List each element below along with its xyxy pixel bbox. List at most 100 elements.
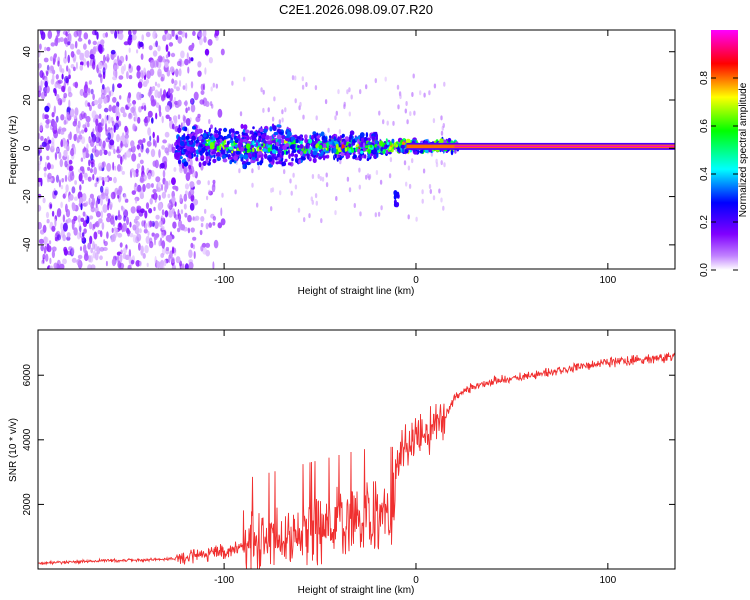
heat-cell <box>362 147 366 152</box>
heat-cell <box>74 40 78 49</box>
heat-cell <box>159 263 163 269</box>
heat-cell <box>188 249 193 258</box>
heat-cell <box>112 83 115 93</box>
heat-cell <box>182 226 188 232</box>
heat-cell <box>194 128 200 135</box>
heat-cell <box>127 92 132 99</box>
heat-cell <box>252 126 255 130</box>
heat-cell <box>338 147 341 153</box>
heat-cell <box>435 158 438 164</box>
heat-cell <box>158 194 161 201</box>
heat-cell <box>104 114 108 124</box>
heat-cell <box>368 174 372 179</box>
heat-cell <box>374 212 377 218</box>
heat-cell <box>180 50 185 59</box>
colorbar: 0.0 0.2 0.4 0.6 0.8 Normalized spectral ampl… <box>699 30 749 277</box>
heat-cell <box>182 263 185 269</box>
heat-cell <box>179 224 183 231</box>
heat-cell <box>355 136 358 142</box>
heat-cell <box>117 222 123 231</box>
heat-cell <box>199 99 205 105</box>
heat-cell <box>38 221 42 230</box>
heat-cell <box>118 32 124 41</box>
heat-cell <box>204 48 210 56</box>
heat-cell <box>239 111 243 117</box>
heat-cell <box>151 170 155 177</box>
heat-cell <box>76 258 82 266</box>
heat-cell <box>79 88 85 97</box>
heat-cell <box>82 193 87 202</box>
heat-cell <box>315 200 318 206</box>
heat-cell <box>185 172 191 182</box>
heat-cell <box>260 134 266 139</box>
heat-cell <box>167 202 172 209</box>
heat-cell <box>286 131 292 137</box>
heat-cell <box>84 127 88 133</box>
heat-cell <box>79 134 83 140</box>
snr-line-layer <box>38 352 675 569</box>
heat-cell <box>171 246 175 254</box>
heat-cell <box>266 140 271 144</box>
heat-cell <box>323 156 326 161</box>
heat-cell <box>38 90 42 98</box>
heat-cell <box>162 34 167 42</box>
heat-cell <box>183 161 189 167</box>
heat-cell <box>138 242 141 251</box>
heat-cell <box>73 146 77 155</box>
heat-cell <box>388 173 392 179</box>
heat-cell <box>133 218 138 224</box>
heat-cell <box>79 184 82 191</box>
heat-cell <box>194 215 200 221</box>
heat-cell <box>117 83 122 89</box>
heat-cell <box>346 89 349 95</box>
heat-cell <box>175 86 180 92</box>
heat-cell <box>153 234 158 241</box>
heat-cell <box>365 174 368 180</box>
heat-cell <box>111 194 114 200</box>
heat-cell <box>49 56 54 62</box>
heat-cell <box>334 115 337 121</box>
heat-cell <box>113 176 117 184</box>
heat-cell <box>325 172 328 178</box>
heat-cell <box>220 48 225 56</box>
heat-cell <box>259 146 262 150</box>
heat-cell <box>360 141 363 146</box>
heat-cell <box>335 196 338 201</box>
heat-cell <box>100 74 103 84</box>
heat-cell <box>150 99 156 107</box>
heat-cell <box>155 214 160 220</box>
heat-cell <box>113 65 118 71</box>
heat-cell <box>296 136 301 140</box>
heat-cell <box>62 258 67 265</box>
heat-cell <box>430 151 434 157</box>
heat-cell <box>74 81 79 89</box>
heat-cell <box>81 235 85 242</box>
heat-cell <box>97 103 102 110</box>
heat-cell <box>199 152 203 156</box>
heat-cell <box>61 127 67 132</box>
heat-cell <box>164 61 169 68</box>
heat-cell <box>405 101 408 106</box>
heat-cell <box>315 143 319 149</box>
heat-cell <box>109 204 113 210</box>
heat-cell <box>317 173 320 179</box>
heat-cell <box>84 152 90 159</box>
heat-cell <box>285 137 290 142</box>
heat-cell <box>69 43 75 50</box>
heat-cell <box>395 144 398 148</box>
heat-cell <box>156 58 159 68</box>
snr-ticks: -100 0 100 2000 4000 6000 <box>22 330 675 586</box>
heat-cell <box>158 240 161 247</box>
heat-cell <box>262 107 265 113</box>
heat-cell <box>74 196 78 201</box>
heat-cell <box>257 165 260 171</box>
heat-cell <box>239 138 243 143</box>
heat-cell <box>241 157 244 161</box>
heat-cell <box>71 221 75 231</box>
heat-cell <box>109 177 113 181</box>
heat-cell <box>304 134 308 139</box>
heat-cell <box>287 149 290 154</box>
heat-cell <box>171 30 175 37</box>
heat-cell <box>64 191 67 197</box>
heat-cell <box>149 68 155 76</box>
